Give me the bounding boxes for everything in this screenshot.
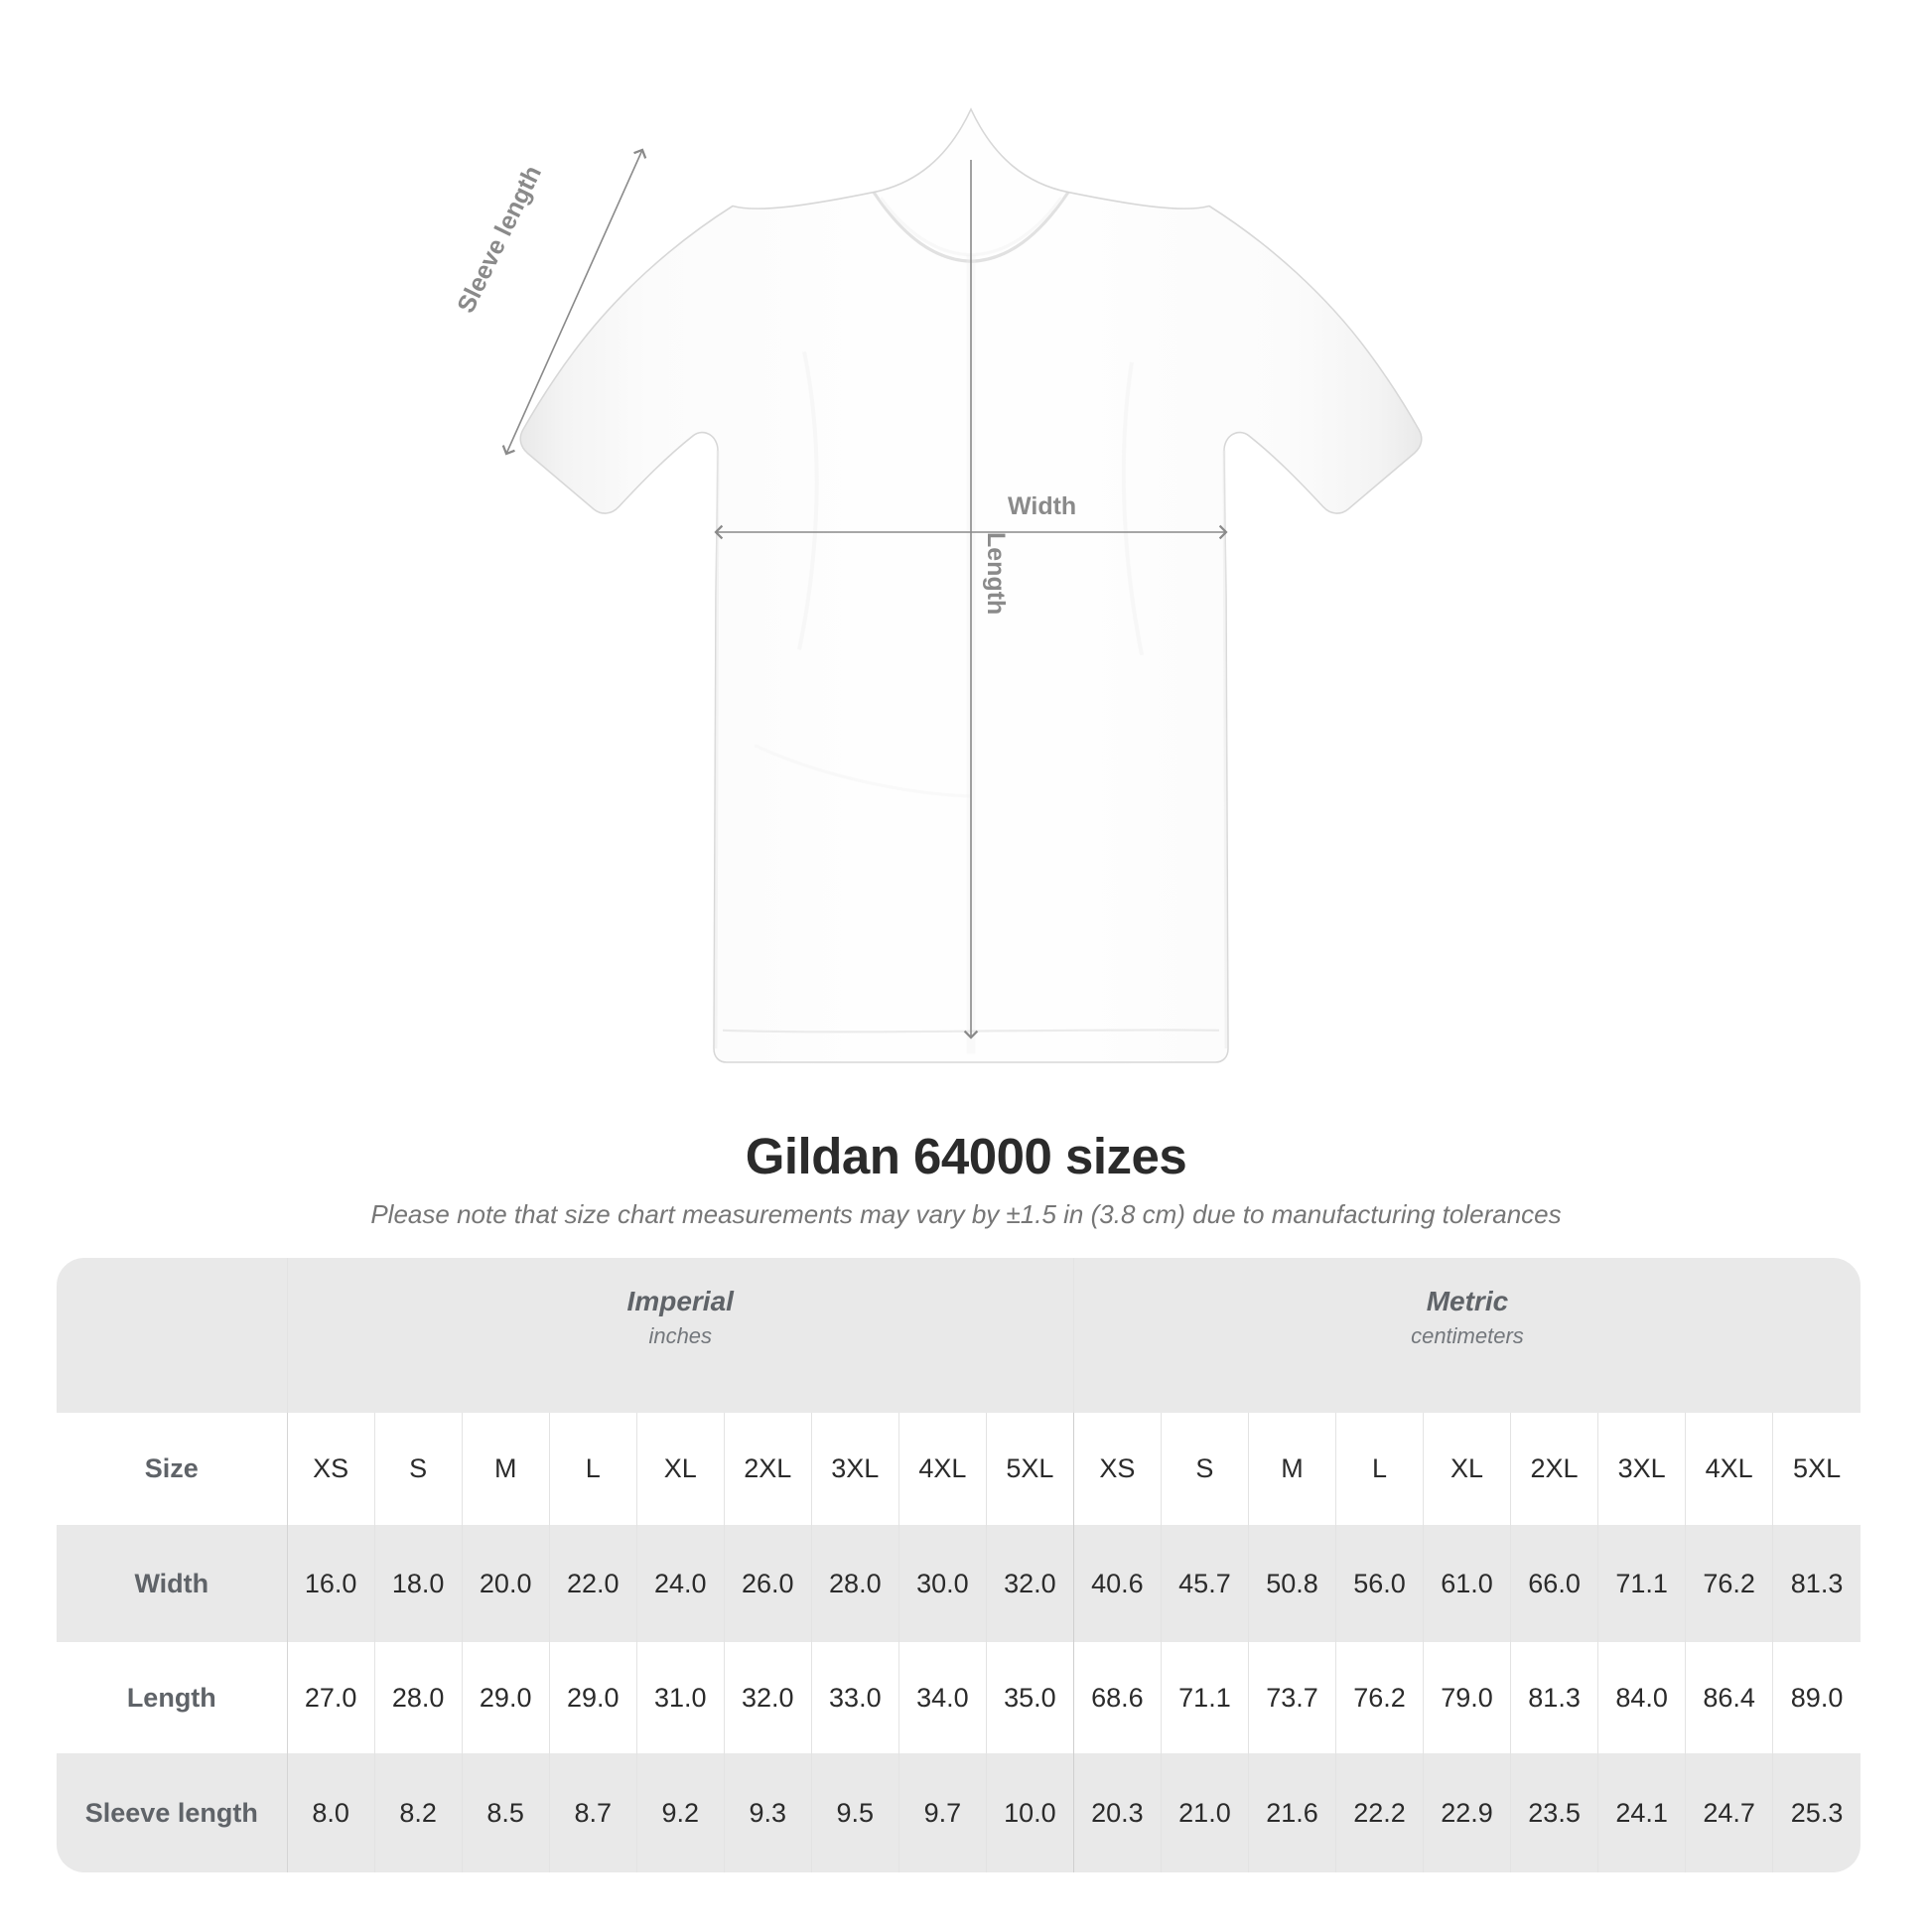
svg-text:Width: Width [1008, 492, 1076, 520]
svg-text:Sleeve length: Sleeve length [452, 161, 547, 317]
svg-text:Length: Length [982, 532, 1010, 615]
